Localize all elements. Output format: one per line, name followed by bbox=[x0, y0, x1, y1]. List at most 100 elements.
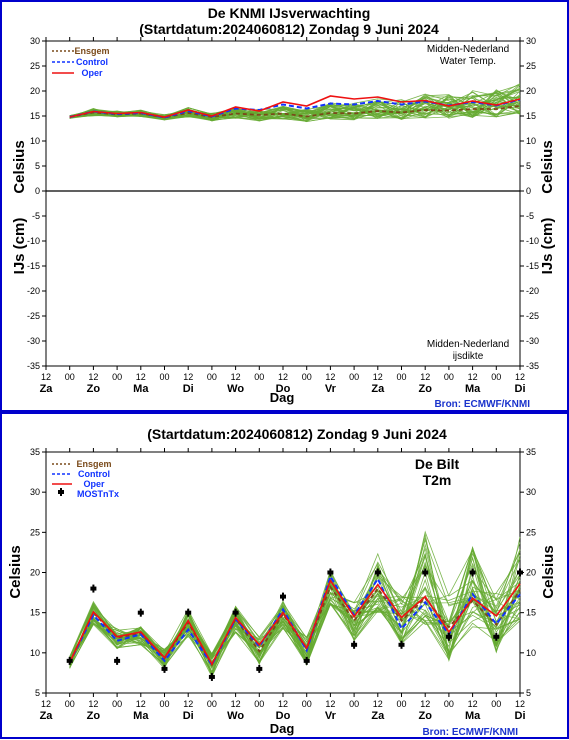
x-tick-label: 00 bbox=[491, 372, 501, 382]
y-tick-label: -5 bbox=[32, 211, 40, 221]
y-tick-label: 20 bbox=[30, 86, 40, 96]
ice-location: Midden-Nederland bbox=[427, 339, 509, 350]
mos-point-stem bbox=[116, 656, 119, 665]
mos-point-stem bbox=[353, 640, 356, 649]
mos-point-stem bbox=[376, 568, 379, 577]
x-tick-label: 12 bbox=[325, 372, 335, 382]
bottom-ylabel-left: Celsius bbox=[7, 545, 24, 598]
ice-label: ijsdikte bbox=[453, 351, 484, 362]
mos-point-stem bbox=[495, 632, 498, 641]
x-day-label: Di bbox=[183, 710, 194, 722]
x-tick-label: 00 bbox=[349, 699, 359, 709]
x-tick-label: 12 bbox=[88, 372, 98, 382]
y-tick-label: 10 bbox=[526, 648, 536, 658]
y-tick-label: 25 bbox=[526, 527, 536, 537]
legend-ensgem-label: Ensgem bbox=[76, 459, 111, 469]
x-tick-label: 12 bbox=[136, 372, 146, 382]
x-tick-label: 00 bbox=[396, 372, 406, 382]
x-tick-label: 00 bbox=[159, 372, 169, 382]
x-day-label: Do bbox=[276, 383, 291, 395]
x-tick-label: 00 bbox=[112, 372, 122, 382]
x-day-label: Za bbox=[40, 383, 54, 395]
y-tick-label: -30 bbox=[526, 336, 539, 346]
plot-frame bbox=[45, 40, 521, 367]
mos-point-stem bbox=[471, 568, 474, 577]
x-day-label: Zo bbox=[87, 383, 101, 395]
x-day-label: Zo bbox=[418, 383, 432, 395]
mos-point-stem bbox=[447, 632, 450, 641]
x-tick-label: 12 bbox=[420, 372, 430, 382]
x-day-label: Vr bbox=[325, 710, 337, 722]
mos-point-stem bbox=[139, 608, 142, 617]
y-tick-label: 30 bbox=[30, 487, 40, 497]
x-day-label: Zo bbox=[87, 710, 101, 722]
legend-control-label: Control bbox=[78, 469, 110, 479]
ensemble-member-line bbox=[69, 100, 521, 121]
legend-control-label: Control bbox=[76, 57, 108, 67]
top-panel-frame bbox=[0, 0, 569, 412]
ensemble-member-line bbox=[69, 546, 521, 678]
x-tick-label: 00 bbox=[302, 372, 312, 382]
y-tick-label: 25 bbox=[30, 527, 40, 537]
y-tick-label: -10 bbox=[27, 236, 40, 246]
ensemble-member-line bbox=[69, 538, 521, 674]
legend-mos-label: MOSTnTx bbox=[77, 489, 119, 499]
top-legend: Ensgem Control Oper bbox=[52, 46, 110, 78]
x-tick-label: 00 bbox=[254, 699, 264, 709]
x-tick-label: 00 bbox=[207, 372, 217, 382]
x-tick-label: 00 bbox=[491, 699, 501, 709]
mos-point-stem bbox=[68, 656, 71, 665]
ensemble-member-line bbox=[69, 546, 521, 665]
y-tick-label: -15 bbox=[526, 261, 539, 271]
bottom-ylabel-right: Celsius bbox=[540, 545, 557, 598]
y-tick-label: 30 bbox=[526, 487, 536, 497]
y-tick-label: 10 bbox=[30, 136, 40, 146]
x-day-label: Do bbox=[276, 710, 291, 722]
station-name: De Bilt bbox=[415, 456, 460, 472]
x-tick-label: 12 bbox=[468, 372, 478, 382]
x-tick-label: 00 bbox=[396, 699, 406, 709]
y-tick-label: -15 bbox=[27, 261, 40, 271]
ensemble-member-line bbox=[69, 534, 521, 673]
x-day-label: Za bbox=[40, 710, 54, 722]
legend-oper-label: Oper bbox=[81, 68, 103, 78]
y-tick-label: 5 bbox=[35, 688, 40, 698]
y-tick-label: 35 bbox=[526, 447, 536, 457]
bottom-panel-frame bbox=[0, 412, 569, 739]
ensemble-member-line bbox=[69, 572, 521, 677]
y-tick-label: -35 bbox=[27, 361, 40, 371]
y-tick-label: 35 bbox=[30, 447, 40, 457]
ensemble-member-line bbox=[69, 568, 521, 668]
y-tick-label: 10 bbox=[30, 648, 40, 658]
mos-point-stem bbox=[210, 672, 213, 681]
bottom-source: Bron: ECMWF/KNMI bbox=[422, 727, 518, 738]
x-tick-label: 12 bbox=[278, 372, 288, 382]
x-day-label: Wo bbox=[227, 710, 244, 722]
ensemble-member-line bbox=[69, 554, 521, 663]
x-tick-label: 12 bbox=[515, 372, 525, 382]
y-tick-label: -30 bbox=[27, 336, 40, 346]
x-tick-label: 12 bbox=[373, 372, 383, 382]
bottom-xlabel: Dag bbox=[270, 721, 295, 736]
ensemble-member-line bbox=[69, 90, 521, 121]
x-day-label: Za bbox=[371, 383, 385, 395]
ensemble-member-line bbox=[69, 536, 521, 668]
mos-point-stem bbox=[329, 568, 332, 577]
y-tick-label: 15 bbox=[526, 608, 536, 618]
y-tick-label: -5 bbox=[526, 211, 534, 221]
y-tick-label: 15 bbox=[30, 111, 40, 121]
x-tick-label: 12 bbox=[231, 372, 241, 382]
top-source: Bron: ECMWF/KNMI bbox=[434, 399, 530, 410]
ensgem-line bbox=[69, 105, 521, 119]
x-day-label: Za bbox=[371, 710, 385, 722]
x-day-label: Wo bbox=[227, 383, 244, 395]
y-tick-label: 30 bbox=[526, 36, 536, 46]
x-tick-label: 00 bbox=[349, 372, 359, 382]
mos-point-stem bbox=[187, 608, 190, 617]
x-day-label: Ma bbox=[133, 383, 149, 395]
mos-point-stem bbox=[92, 584, 95, 593]
x-day-label: Ma bbox=[465, 383, 481, 395]
x-tick-label: 00 bbox=[65, 699, 75, 709]
x-tick-label: 12 bbox=[468, 699, 478, 709]
